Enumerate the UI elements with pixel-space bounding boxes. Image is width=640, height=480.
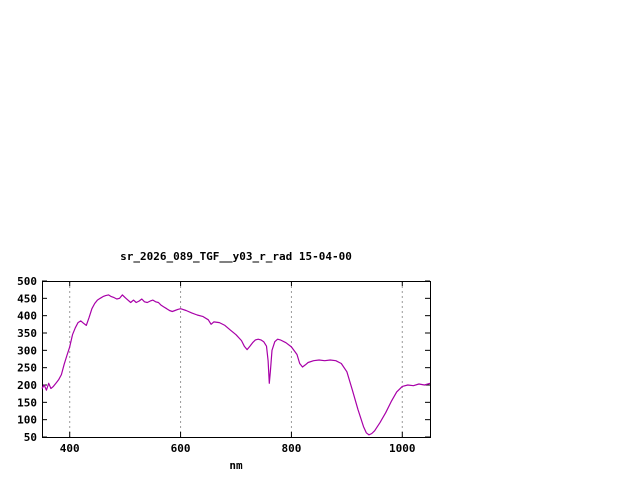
y-tick-label: 350 <box>17 327 37 340</box>
y-tick-label: 50 <box>24 431 37 444</box>
x-tick-label: 400 <box>60 442 80 455</box>
plot-frame <box>42 281 431 438</box>
y-tick-label: 200 <box>17 379 37 392</box>
y-tick-label: 100 <box>17 414 37 427</box>
y-tick-label: 450 <box>17 292 37 305</box>
y-tick-label: 400 <box>17 310 37 323</box>
chart-title: sr_2026_089_TGF__y03_r_rad 15-04-00 <box>120 250 352 263</box>
series-line <box>41 294 431 436</box>
y-tick-label: 300 <box>17 344 37 357</box>
x-tick-label: 1000 <box>389 442 416 455</box>
x-tick-label: 800 <box>281 442 301 455</box>
y-tick-label: 500 <box>17 275 37 288</box>
x-axis-label: nm <box>229 459 243 472</box>
y-tick-label: 250 <box>17 362 37 375</box>
x-tick-label: 600 <box>171 442 191 455</box>
y-tick-label: 150 <box>17 396 37 409</box>
